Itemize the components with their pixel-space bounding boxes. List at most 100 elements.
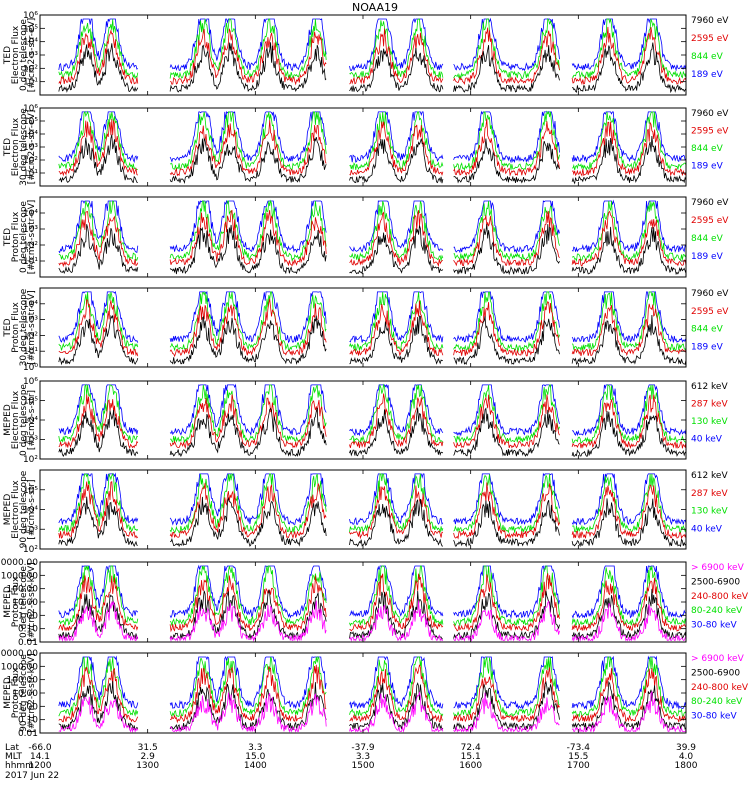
legend-entry: 2595 eV: [691, 127, 729, 137]
series-line-6-2: [58, 472, 687, 534]
y-tick-label: 10⁴: [23, 209, 38, 219]
y-tick-label: 100.00: [7, 676, 39, 686]
y-tick-label: 10⁴: [23, 416, 38, 426]
legend-entry: 189 eV: [691, 162, 724, 172]
y-axis-label: [#/cm2-s-str]: [27, 390, 37, 450]
series-line-1-1: [58, 17, 687, 72]
y-tick-label: 10³: [23, 436, 38, 446]
legend-entry: 287 keV: [691, 489, 728, 499]
legend-entry: 287 keV: [691, 400, 728, 410]
series-line-2-4: [58, 134, 687, 185]
series-line-8-2: [58, 655, 687, 718]
y-tick-label: 10.00: [12, 689, 38, 699]
legend-entry: 130 keV: [691, 417, 728, 427]
x-tick-label: 1200: [29, 761, 52, 771]
series-line-4-1: [58, 290, 687, 344]
y-axis-label: Proton Flux: [11, 302, 21, 353]
legend-entry: 612 keV: [691, 471, 728, 481]
x-tick-label: 1400: [244, 761, 267, 771]
y-axis-label: 0 deg telescope: [19, 566, 29, 638]
legend-entry: 844 eV: [691, 52, 724, 62]
legend-entry: 40 keV: [691, 524, 723, 534]
x-tick-label: 1700: [567, 761, 590, 771]
legend-entry: 844 eV: [691, 325, 724, 335]
y-axis-label: [#/cm2-s-str-eV]: [27, 290, 37, 365]
legend-entry: > 6900 keV: [691, 654, 745, 664]
panel-frame: [39, 287, 687, 368]
series-line-7-2: [58, 565, 687, 627]
x-tick-label: 1800: [675, 761, 698, 771]
y-axis-label: Proton Flux: [11, 576, 21, 627]
series-line-1-3: [58, 26, 687, 86]
y-tick-label: 10²: [23, 545, 38, 555]
legend-entry: 40 keV: [691, 435, 723, 445]
x-tick-label: 14.1: [30, 752, 50, 762]
y-tick-label: 0.01: [18, 729, 38, 739]
y-axis-label: [#/cm2-s-str-keV]: [27, 653, 37, 732]
legend-entry: 7960 eV: [691, 198, 729, 208]
series-line-1-4: [58, 42, 687, 94]
y-tick-label: 10³: [23, 225, 38, 235]
x-tick-label: 31.5: [138, 743, 158, 753]
series-line-2-3: [58, 118, 687, 177]
series-line-4-3: [58, 298, 687, 358]
y-axis-label: [#/cm2-s-str-eV]: [27, 110, 37, 185]
panel-8: 0.01 0.10 1.00 10.00 100.00 1000.00 10000.00 ME…: [0, 649, 749, 739]
series-line-8-3: [58, 664, 687, 724]
x-tick-label: 3.3: [248, 743, 262, 753]
x-tick-label: -66.0: [28, 743, 52, 753]
x-tick-label: 15.0: [245, 752, 265, 762]
y-axis-label: TED: [3, 138, 13, 157]
y-axis-label: Electron Flux: [11, 25, 21, 84]
x-tick-label: 72.4: [461, 743, 481, 753]
y-tick-label: 10¹: [23, 257, 38, 267]
legend-entry: 844 eV: [691, 144, 724, 154]
y-tick-label: 10³: [23, 316, 38, 326]
y-tick-label: 10⁴: [23, 506, 38, 516]
y-tick-label: 10²: [23, 455, 38, 465]
legend-entry: 7960 eV: [691, 289, 729, 299]
legend-entry: > 6900 keV: [691, 563, 745, 573]
series-line-7-5: [58, 600, 687, 642]
series-line-5-1: [58, 383, 687, 437]
y-tick-label: 0.10: [18, 716, 38, 726]
y-tick-label: 100.00: [7, 585, 39, 595]
x-tick-label: 1300: [136, 761, 159, 771]
legend-entry: 2500-6900: [691, 668, 740, 678]
legend-entry: 612 keV: [691, 382, 728, 392]
y-axis-label: TED: [3, 228, 13, 247]
x-row-label: hhmm: [5, 761, 34, 771]
y-axis-label: Electron Flux: [11, 117, 21, 176]
series-line-6-1: [58, 472, 687, 527]
legend-entry: 189 eV: [691, 70, 724, 80]
series-line-2-2: [58, 110, 687, 172]
series-line-3-2: [58, 199, 687, 262]
x-tick-label: -37.9: [351, 743, 375, 753]
legend-entry: 240-800 keV: [691, 592, 749, 602]
y-tick-label: 10⁴: [23, 130, 38, 140]
legend-entry: 2500-6900: [691, 577, 740, 587]
series-line-6-3: [58, 481, 687, 540]
y-axis-label: 30 deg telescope: [19, 108, 29, 186]
series-line-7-4: [58, 588, 687, 640]
y-tick-label: 10⁵: [23, 117, 38, 127]
y-tick-label: 10³: [23, 143, 38, 153]
series-line-8-5: [58, 690, 687, 733]
x-row-label: Lat: [5, 743, 20, 753]
y-axis-label: MEPED: [3, 677, 13, 709]
y-tick-label: 10⁴: [23, 300, 38, 310]
y-tick-label: 0.10: [18, 625, 38, 635]
x-tick-label: 4.0: [679, 752, 694, 762]
y-axis-label: 90 deg telescope: [19, 470, 29, 548]
x-row-label: MLT: [5, 752, 23, 762]
legend-entry: 2595 eV: [691, 34, 729, 44]
series-line-2-1: [58, 110, 687, 164]
x-tick-label: 2.9: [141, 752, 156, 762]
y-axis-label: 30 deg telescope: [19, 288, 29, 366]
y-tick-label: 1000.00: [1, 662, 38, 672]
y-tick-label: 10³: [23, 51, 38, 61]
